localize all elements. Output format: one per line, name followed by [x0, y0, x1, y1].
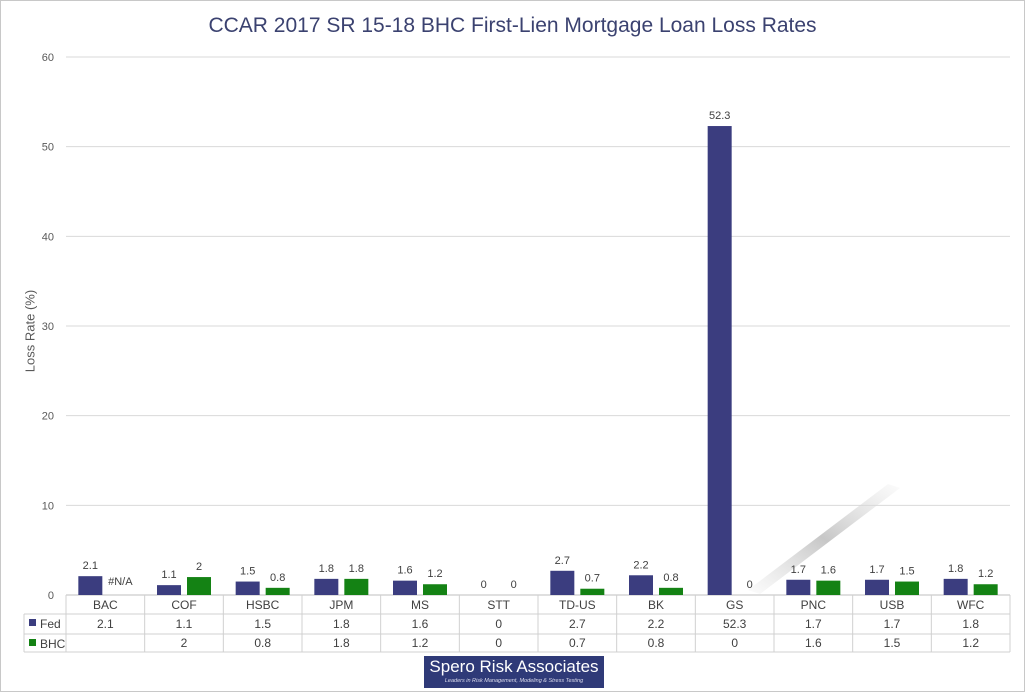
data-label: 0.7 — [585, 573, 600, 585]
table-cell: 0.8 — [254, 636, 271, 650]
table-cell: 1.7 — [884, 617, 901, 631]
logo-name: Spero Risk Associates — [429, 657, 599, 676]
y-tick-label: 60 — [42, 52, 54, 64]
data-label: 0.8 — [270, 572, 285, 584]
data-label: 1.8 — [349, 563, 364, 575]
data-label: 2.7 — [555, 555, 570, 567]
y-tick-label: 20 — [42, 411, 54, 423]
x-tick-label: GS — [726, 598, 743, 612]
data-label: 2.2 — [633, 559, 648, 571]
bar-bhc — [580, 588, 605, 595]
data-label: 0 — [481, 579, 487, 591]
bar-fed — [786, 579, 811, 595]
data-label: 1.5 — [240, 566, 255, 578]
legend-key-bhc — [29, 639, 36, 646]
x-tick-label: WFC — [957, 598, 985, 612]
x-tick-label: BAC — [93, 598, 118, 612]
data-label: 1.2 — [978, 568, 993, 580]
bar-fed — [707, 126, 732, 595]
table-cell: 1.5 — [254, 617, 271, 631]
table-cell: 1.7 — [805, 617, 822, 631]
table-cell: 0.8 — [648, 636, 665, 650]
bar-fed — [865, 579, 889, 595]
data-label: 1.1 — [161, 569, 176, 581]
data-label: 1.6 — [821, 565, 836, 577]
legend-label-bhc: BHC — [40, 637, 66, 651]
table-cell: 52.3 — [723, 617, 747, 631]
data-label: 0 — [511, 579, 517, 591]
bar-fed — [157, 585, 181, 595]
bar-bhc — [344, 578, 369, 595]
data-label: 2.1 — [83, 560, 98, 572]
x-tick-label: TD-US — [559, 598, 596, 612]
table-cell: 0 — [495, 636, 502, 650]
bar-fed — [78, 576, 103, 595]
bar-bhc — [659, 587, 683, 595]
company-logo: Spero Risk Associates Leaders in Risk Ma… — [424, 656, 604, 688]
y-tick-label: 40 — [42, 231, 54, 243]
bar-bhc — [265, 587, 290, 595]
chart-title: CCAR 2017 SR 15-18 BHC First-Lien Mortga… — [208, 14, 817, 37]
table-cell: 1.8 — [333, 617, 350, 631]
bar-bhc — [895, 581, 919, 595]
x-tick-label: BK — [648, 598, 664, 612]
x-tick-label: MS — [411, 598, 429, 612]
table-cell: 1.6 — [412, 617, 429, 631]
bar-fed — [393, 580, 417, 595]
bar-bhc — [816, 580, 841, 595]
y-tick-label: 50 — [42, 142, 54, 154]
data-label: 0 — [747, 579, 753, 591]
bar-fed — [629, 575, 653, 595]
table-cell: 1.8 — [962, 617, 979, 631]
bar-bhc — [187, 577, 211, 595]
x-tick-label: JPM — [329, 598, 353, 612]
x-tick-label: USB — [880, 598, 905, 612]
bar-fed — [235, 581, 260, 595]
y-tick-label: 0 — [48, 590, 54, 602]
data-label: 1.7 — [869, 564, 884, 576]
y-tick-label: 30 — [42, 321, 54, 333]
table-cell: 0 — [495, 617, 502, 631]
table-cell: 1.2 — [962, 636, 979, 650]
data-label: 52.3 — [709, 110, 730, 122]
x-tick-label: HSBC — [246, 598, 280, 612]
x-tick-label: PNC — [801, 598, 827, 612]
table-cell: 1.6 — [805, 636, 822, 650]
bar-fed — [550, 570, 575, 595]
y-tick-label: 10 — [42, 500, 54, 512]
table-cell: 0 — [731, 636, 738, 650]
bar-bhc — [973, 584, 998, 595]
data-label: 2 — [196, 561, 202, 573]
table-cell: 2.1 — [97, 617, 114, 631]
table-cell: 1.8 — [333, 636, 350, 650]
table-cell: 0.7 — [569, 636, 586, 650]
bar-bhc — [423, 584, 447, 595]
data-label: 0.8 — [663, 572, 678, 584]
data-label: 1.6 — [397, 565, 412, 577]
data-label: 1.7 — [791, 564, 806, 576]
data-label: #N/A — [108, 576, 133, 588]
bar-fed — [314, 578, 339, 595]
legend-label-fed: Fed — [40, 617, 61, 631]
decorative-shadow — [748, 484, 900, 594]
table-cell: 1.1 — [176, 617, 193, 631]
table-cell: 2 — [181, 636, 188, 650]
data-label: 1.8 — [948, 563, 963, 575]
data-label: 1.8 — [319, 563, 334, 575]
table-cell: 2.7 — [569, 617, 586, 631]
x-tick-label: COF — [171, 598, 196, 612]
logo-tagline: Leaders in Risk Management, Modeling & S… — [444, 678, 584, 684]
table-cell: 2.2 — [648, 617, 665, 631]
table-cell: 1.2 — [412, 636, 429, 650]
table-cell: 1.5 — [884, 636, 901, 650]
data-label: 1.2 — [427, 568, 442, 580]
bar-fed — [943, 578, 968, 595]
data-label: 1.5 — [899, 566, 914, 578]
x-tick-label: STT — [487, 598, 510, 612]
legend-key-fed — [29, 619, 36, 626]
